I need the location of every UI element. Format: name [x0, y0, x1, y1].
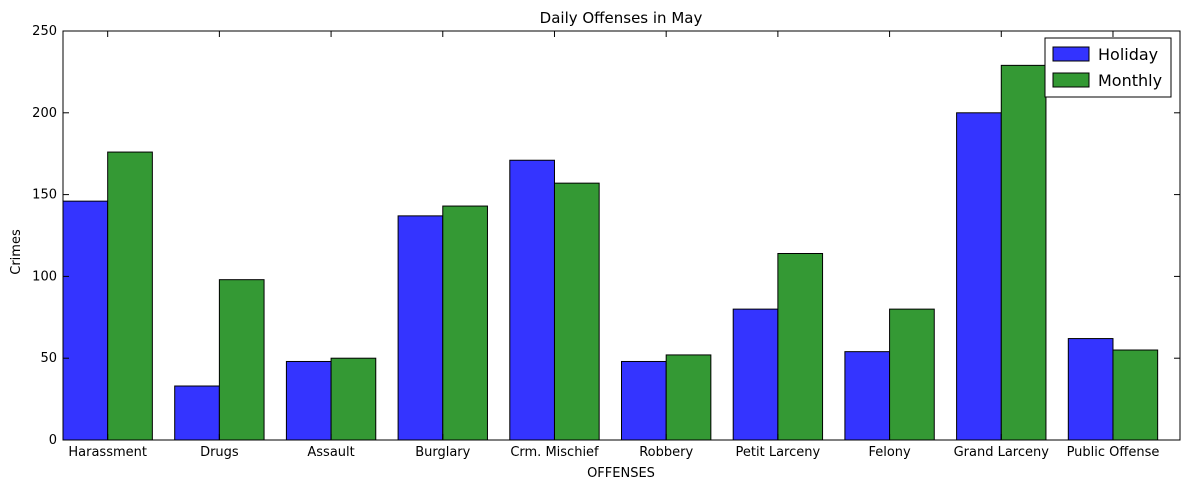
bar-holiday-7 [844, 351, 891, 441]
bar-monthly-1 [218, 279, 265, 441]
bar-holiday-2 [285, 360, 332, 441]
x-tick-label: Robbery [639, 445, 693, 460]
legend-label-monthly: Monthly [1098, 71, 1162, 90]
bars-group [62, 64, 1159, 441]
bar-holiday-6 [732, 308, 779, 441]
bar-monthly-7 [889, 308, 935, 441]
bar-holiday-5 [621, 360, 667, 441]
bar-holiday-4 [509, 159, 555, 441]
bar-holiday-0 [62, 200, 109, 441]
x-tick-label: Harassment [68, 445, 147, 460]
x-tick-label: Assault [307, 445, 354, 460]
bar-monthly-6 [777, 252, 824, 441]
bar-monthly-0 [107, 151, 153, 441]
bar-monthly-5 [665, 354, 712, 441]
bar-holiday-9 [1067, 338, 1114, 441]
legend-label-holiday: Holiday [1098, 45, 1158, 64]
y-tick-label: 250 [32, 24, 57, 39]
legend: Holiday Monthly [1044, 37, 1172, 98]
x-tick-label: Grand Larceny [954, 445, 1050, 460]
x-tick-label: Drugs [200, 445, 239, 460]
x-axis: Harassment Drugs Assault Burglary Crm. Misch… [68, 31, 1159, 460]
x-tick-label: Burglary [415, 445, 470, 460]
x-tick-label: Petit Larceny [736, 445, 821, 460]
chart-title: Daily Offenses in May [540, 9, 703, 27]
y-axis: 0 50 100 150 200 250 [32, 24, 1180, 448]
y-tick-label: 0 [49, 433, 57, 448]
x-tick-label: Felony [868, 445, 911, 460]
bar-monthly-3 [442, 205, 488, 441]
x-axis-label: OFFENSES [587, 466, 655, 481]
bar-monthly-4 [553, 182, 600, 441]
y-tick-label: 150 [32, 188, 57, 203]
bar-holiday-1 [174, 385, 220, 441]
y-tick-label: 200 [32, 106, 57, 121]
bar-holiday-3 [397, 215, 444, 441]
bar-monthly-9 [1112, 349, 1159, 441]
x-tick-label: Public Offense [1067, 445, 1160, 460]
plot-frame [62, 30, 1181, 441]
legend-swatch-monthly [1052, 72, 1090, 88]
bar-monthly-8 [1000, 64, 1047, 441]
y-tick-label: 50 [40, 351, 57, 366]
y-axis-label: Crimes [9, 229, 24, 275]
legend-swatch-holiday [1052, 46, 1090, 62]
bar-holiday-8 [956, 112, 1002, 441]
bar-monthly-2 [330, 357, 377, 441]
x-tick-label: Crm. Mischief [510, 445, 599, 460]
y-tick-label: 100 [32, 269, 57, 284]
